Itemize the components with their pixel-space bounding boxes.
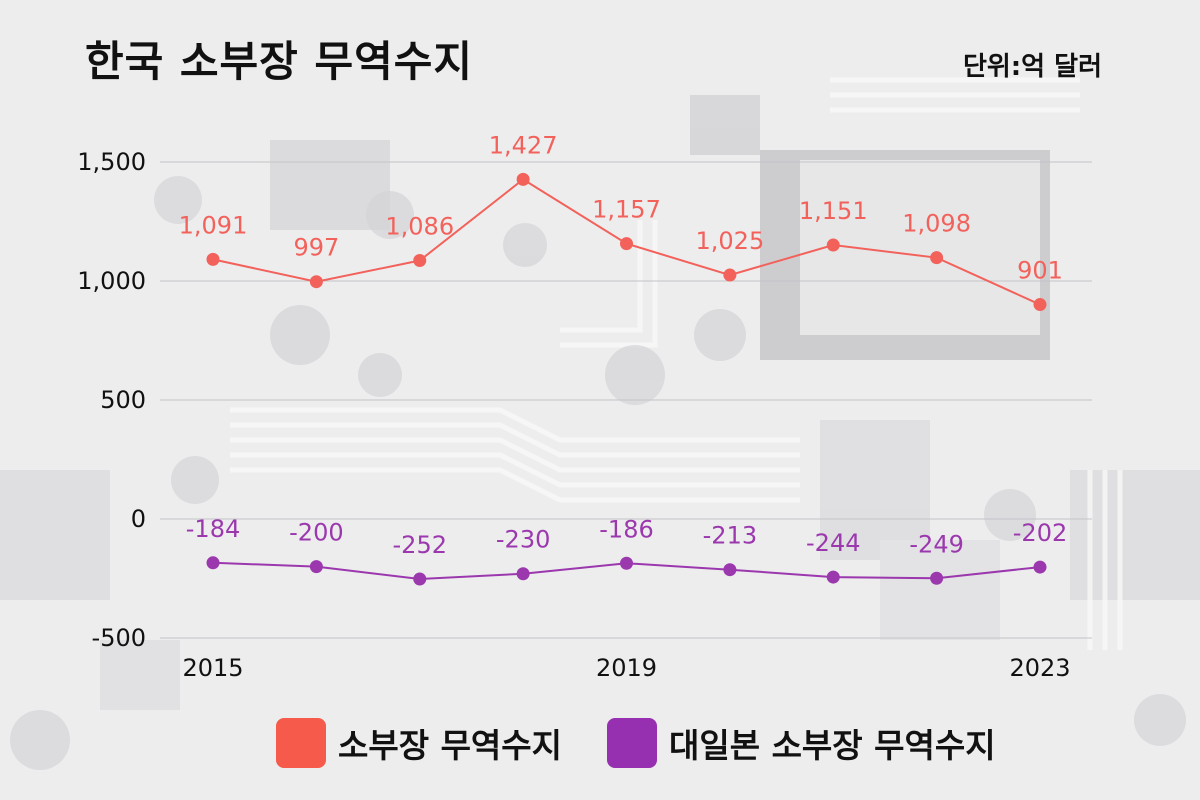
y-tick-label: 500 bbox=[100, 386, 146, 414]
data-label: -186 bbox=[599, 515, 653, 543]
data-label: 901 bbox=[1017, 257, 1063, 285]
x-tick-label: 2023 bbox=[1009, 654, 1070, 682]
data-point bbox=[516, 567, 530, 581]
data-point bbox=[620, 237, 633, 251]
data-point bbox=[930, 571, 944, 585]
data-point bbox=[1033, 560, 1047, 574]
legend: 소부장 무역수지 대일본 소부장 무역수지 bbox=[0, 716, 1200, 770]
legend-swatch bbox=[276, 718, 326, 768]
legend-label: 소부장 무역수지 bbox=[338, 726, 563, 765]
data-point bbox=[413, 254, 427, 268]
y-tick-label: 1,500 bbox=[77, 148, 146, 176]
data-point bbox=[826, 570, 840, 584]
data-point bbox=[620, 556, 633, 570]
data-point bbox=[826, 238, 840, 252]
data-label: -230 bbox=[496, 526, 550, 554]
data-label: -252 bbox=[393, 531, 447, 559]
data-point bbox=[516, 172, 530, 186]
data-point bbox=[309, 560, 323, 574]
legend-swatch bbox=[607, 718, 657, 768]
data-point bbox=[413, 572, 427, 586]
data-point bbox=[206, 252, 220, 266]
data-label: -184 bbox=[186, 515, 240, 543]
data-point bbox=[930, 251, 944, 265]
data-label: 1,427 bbox=[489, 131, 558, 159]
data-point bbox=[206, 556, 220, 570]
y-tick-label: 0 bbox=[131, 505, 146, 533]
data-label: 1,151 bbox=[799, 197, 868, 225]
data-label: 1,157 bbox=[592, 196, 661, 224]
y-tick-label: -500 bbox=[92, 624, 146, 652]
data-label: 1,025 bbox=[696, 227, 765, 255]
legend-item-japan-trade-balance: 대일본 소부장 무역수지 bbox=[607, 716, 996, 770]
data-label: -249 bbox=[909, 530, 963, 558]
data-label: 1,086 bbox=[385, 213, 454, 241]
data-point bbox=[723, 268, 737, 282]
data-label: -244 bbox=[806, 529, 860, 557]
x-tick-label: 2019 bbox=[596, 654, 657, 682]
unit-label: 단위:억 달러 bbox=[962, 52, 1102, 82]
data-label: 997 bbox=[293, 234, 339, 262]
data-label: -200 bbox=[289, 519, 343, 547]
y-tick-label: 1,000 bbox=[77, 267, 146, 295]
legend-label: 대일본 소부장 무역수지 bbox=[669, 726, 996, 765]
data-point bbox=[309, 275, 323, 289]
data-label: 1,091 bbox=[179, 211, 248, 239]
data-label: -202 bbox=[1013, 519, 1067, 547]
data-label: -213 bbox=[703, 522, 757, 550]
data-point bbox=[1033, 298, 1047, 312]
data-label: 1,098 bbox=[902, 210, 971, 238]
data-point bbox=[723, 563, 737, 577]
chart-title: 한국 소부장 무역수지 bbox=[85, 37, 474, 86]
legend-item-trade-balance: 소부장 무역수지 bbox=[276, 716, 562, 770]
x-tick-label: 2015 bbox=[182, 654, 243, 682]
